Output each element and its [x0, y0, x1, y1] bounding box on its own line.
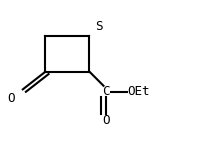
Text: C: C	[101, 86, 109, 98]
Text: O: O	[8, 92, 15, 105]
Text: S: S	[95, 20, 102, 33]
Text: OEt: OEt	[127, 86, 149, 98]
Text: O: O	[101, 114, 109, 127]
